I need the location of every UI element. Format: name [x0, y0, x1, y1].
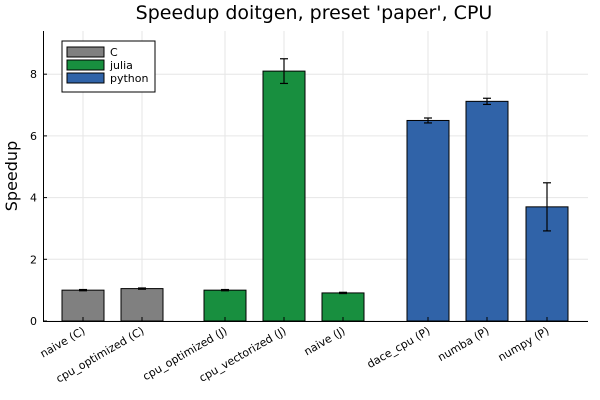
y-tick-label: 2: [30, 253, 37, 266]
axes: [43, 31, 588, 322]
y-axis-label: Speedup: [2, 141, 21, 211]
legend-label-c: C: [110, 46, 118, 59]
bar-naive-j: [321, 292, 365, 322]
bar-cpu-vectorized-j: [262, 70, 306, 322]
chart-title: Speedup doitgen, preset 'paper', CPU: [136, 2, 493, 24]
bar-naive-c: [61, 289, 105, 322]
legend-label-python: python: [110, 72, 149, 85]
legend-swatch-c: [66, 46, 105, 58]
y-tick-label: 6: [30, 130, 37, 143]
bar-cpu-optimized-j: [203, 289, 247, 322]
legend-label-julia: julia: [109, 59, 133, 72]
bars: [61, 58, 569, 322]
y-tick-label: 4: [30, 192, 37, 205]
bar-dace-cpu-p: [406, 119, 450, 322]
legend-swatch-python: [66, 72, 105, 84]
y-tick-label: 8: [30, 68, 37, 81]
legend-swatch-julia: [66, 59, 105, 71]
y-tick-label: 0: [30, 315, 37, 328]
bar-cpu-optimized-c: [120, 288, 164, 322]
y-ticks: 0 2 4 6 8: [30, 68, 47, 328]
bar-numba-p: [465, 100, 509, 322]
